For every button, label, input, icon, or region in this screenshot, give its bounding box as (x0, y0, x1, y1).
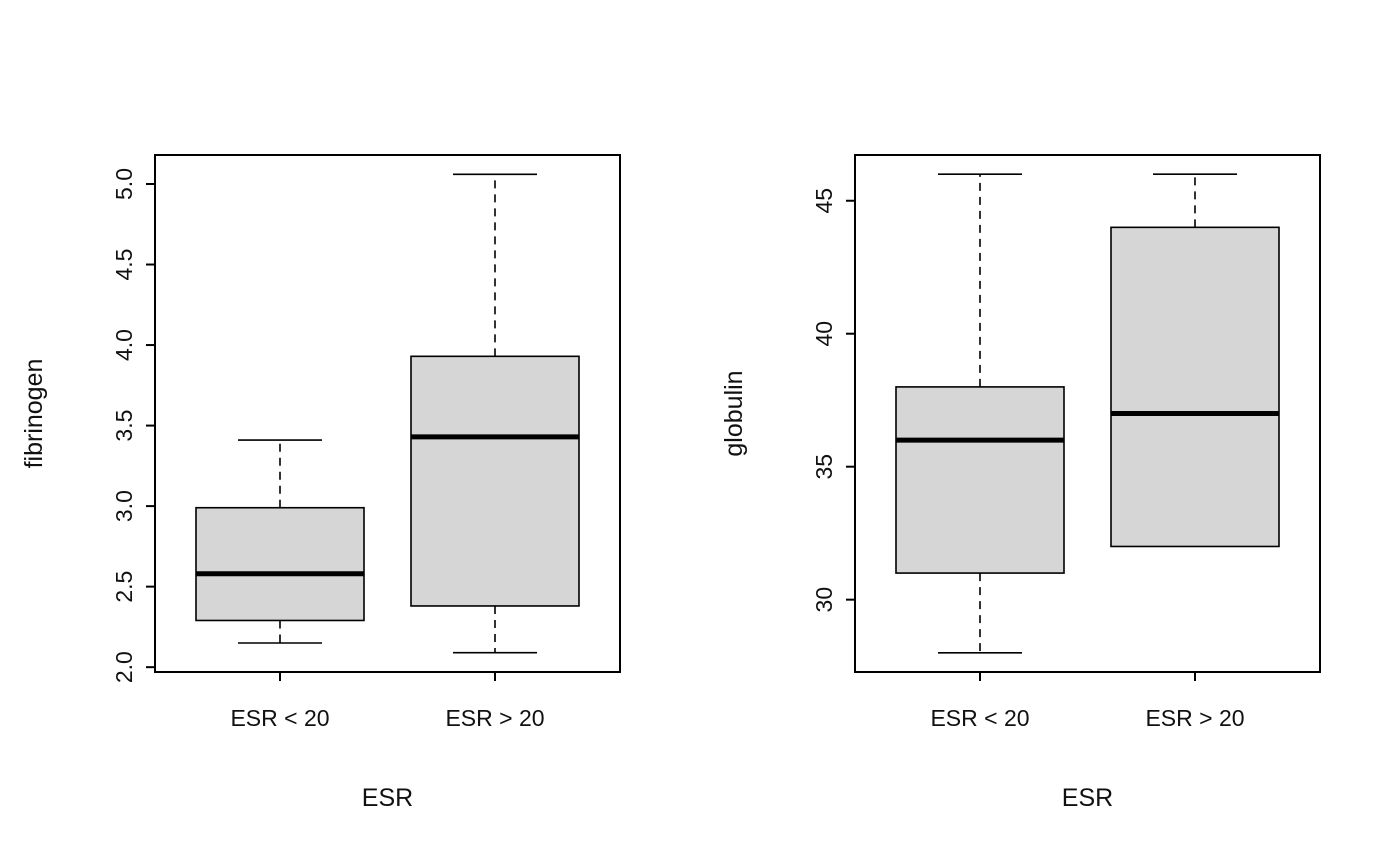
x-axis-label: ESR (362, 784, 413, 812)
y-tick-label: 40 (811, 321, 837, 347)
y-tick-label: 2.5 (111, 571, 137, 603)
y-tick-label: 3.0 (111, 490, 137, 522)
x-tick-label: ESR > 20 (445, 705, 544, 731)
y-tick-label: 3.5 (111, 410, 137, 442)
plot-frame (854, 154, 1321, 673)
x-axis-label: ESR (1062, 784, 1113, 812)
globulin-boxplot: 30 35 40 45 ESR < 20 ESR > 20 globulin ESR (720, 154, 1321, 812)
y-tick-label: 45 (811, 188, 837, 214)
y-tick-label: 4.0 (111, 329, 137, 361)
x-tick-label: ESR > 20 (1145, 705, 1244, 731)
x-tick-label: ESR < 20 (230, 705, 329, 731)
y-axis-label: globulin (720, 370, 748, 456)
y-tick-label: 5.0 (111, 168, 137, 200)
y-axis-label: fibrinogen (20, 359, 48, 469)
fibrinogen-boxplot: 2.0 2.5 3.0 3.5 4.0 4.5 5.0 ESR < 20 ESR > 20 fib… (20, 154, 621, 812)
iqr-box (895, 386, 1065, 574)
iqr-box (195, 506, 365, 622)
x-tick-label: ESR < 20 (930, 705, 1029, 731)
iqr-box (410, 355, 580, 607)
y-tick-label: 2.0 (111, 651, 137, 683)
y-tick-label: 30 (811, 587, 837, 613)
y-tick-label: 35 (811, 454, 837, 480)
iqr-box (1110, 226, 1280, 548)
y-tick-label: 4.5 (111, 249, 137, 281)
plot-frame (154, 154, 621, 673)
